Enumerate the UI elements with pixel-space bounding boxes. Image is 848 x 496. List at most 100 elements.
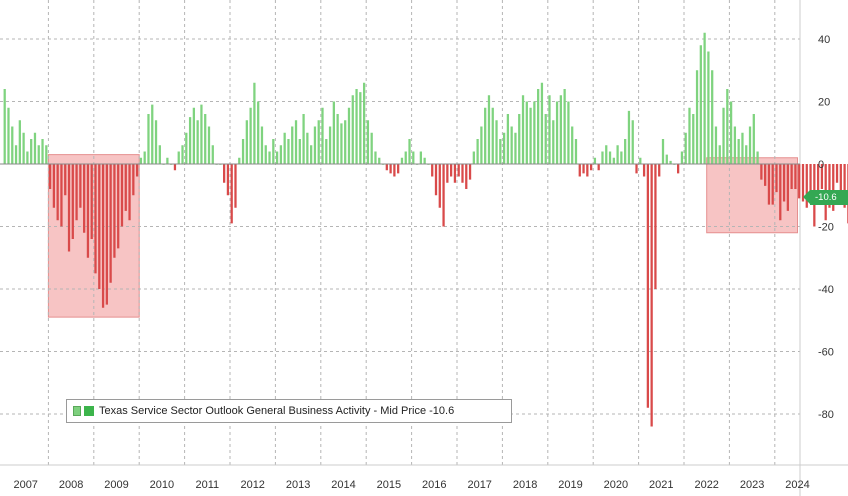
bar xyxy=(484,107,487,164)
bar xyxy=(336,114,339,164)
bar xyxy=(695,70,699,164)
x-tick-label: 2017 xyxy=(467,479,491,491)
bar xyxy=(158,145,161,164)
bar xyxy=(529,107,532,164)
bar xyxy=(177,151,180,164)
bar xyxy=(533,101,536,164)
bar xyxy=(639,157,642,164)
bar xyxy=(442,164,445,227)
bar xyxy=(404,151,407,164)
x-tick-label: 2008 xyxy=(59,479,83,491)
bar xyxy=(597,164,600,171)
bar xyxy=(154,120,158,164)
bar xyxy=(14,145,18,164)
bar xyxy=(378,157,381,164)
bar xyxy=(563,89,566,164)
bar xyxy=(351,95,354,164)
bar xyxy=(7,107,10,164)
bar xyxy=(124,164,127,211)
bar xyxy=(760,164,763,180)
bar xyxy=(650,164,653,427)
highlight-band-2 xyxy=(706,157,799,234)
x-tick-label: 2009 xyxy=(104,479,128,491)
bar xyxy=(30,139,33,164)
bar xyxy=(98,164,101,289)
bar xyxy=(226,164,230,196)
bar xyxy=(275,151,279,164)
bar xyxy=(306,132,309,164)
bar xyxy=(567,101,570,164)
last-price-value: -10.6 xyxy=(815,192,837,203)
y-tick-label: 20 xyxy=(818,97,830,109)
bar xyxy=(756,151,759,164)
bar xyxy=(525,101,528,164)
bar xyxy=(574,139,578,164)
bar xyxy=(328,126,332,164)
y-tick-label: -40 xyxy=(818,284,834,296)
bar xyxy=(654,164,657,289)
bar xyxy=(476,139,479,164)
bar xyxy=(238,157,241,164)
bar xyxy=(620,151,623,164)
bar xyxy=(518,114,521,164)
bar xyxy=(135,164,139,177)
bar xyxy=(22,132,25,164)
y-tick-label: 40 xyxy=(818,34,830,46)
bar xyxy=(412,151,415,164)
bar xyxy=(90,164,93,239)
bar xyxy=(52,164,56,208)
bar xyxy=(468,164,472,180)
bar xyxy=(241,139,245,164)
legend-swatch-green xyxy=(84,406,94,416)
bar xyxy=(272,139,275,164)
bar xyxy=(105,164,108,305)
bar xyxy=(207,126,211,164)
bar xyxy=(37,145,40,164)
bar xyxy=(646,164,650,408)
bar xyxy=(828,164,831,208)
bar xyxy=(344,120,347,164)
bar xyxy=(733,126,737,164)
bar xyxy=(502,132,506,164)
bar xyxy=(287,139,290,164)
bar xyxy=(798,164,801,199)
bar xyxy=(60,164,63,227)
bar xyxy=(370,132,373,164)
x-tick-label: 2016 xyxy=(422,479,446,491)
bar xyxy=(665,154,668,164)
bar xyxy=(362,82,366,164)
bar xyxy=(510,126,513,164)
bar xyxy=(521,95,525,164)
bar xyxy=(601,151,604,164)
bar xyxy=(680,151,684,164)
bar xyxy=(279,145,283,164)
legend-toggle-icon[interactable] xyxy=(73,406,81,416)
bar xyxy=(722,107,725,164)
bar xyxy=(544,114,547,164)
bar xyxy=(684,132,687,164)
y-tick-label: -60 xyxy=(818,347,834,359)
bar xyxy=(571,126,574,164)
bar xyxy=(752,114,755,164)
bar xyxy=(257,101,260,164)
bar xyxy=(764,164,767,186)
bar xyxy=(151,104,154,164)
bar xyxy=(86,164,90,258)
bar xyxy=(801,164,805,202)
bar xyxy=(714,126,718,164)
y-tick-label: -80 xyxy=(818,409,834,421)
bar xyxy=(703,32,706,164)
bar xyxy=(79,164,82,208)
bar xyxy=(661,139,665,164)
bar xyxy=(75,164,78,221)
bar-series xyxy=(3,32,848,427)
bar xyxy=(120,164,124,227)
bar xyxy=(843,164,846,208)
x-tick-label: 2014 xyxy=(331,479,355,491)
bar xyxy=(283,132,286,164)
bar xyxy=(374,151,377,164)
bar xyxy=(835,164,839,183)
bar xyxy=(234,164,237,208)
bar xyxy=(726,89,729,164)
